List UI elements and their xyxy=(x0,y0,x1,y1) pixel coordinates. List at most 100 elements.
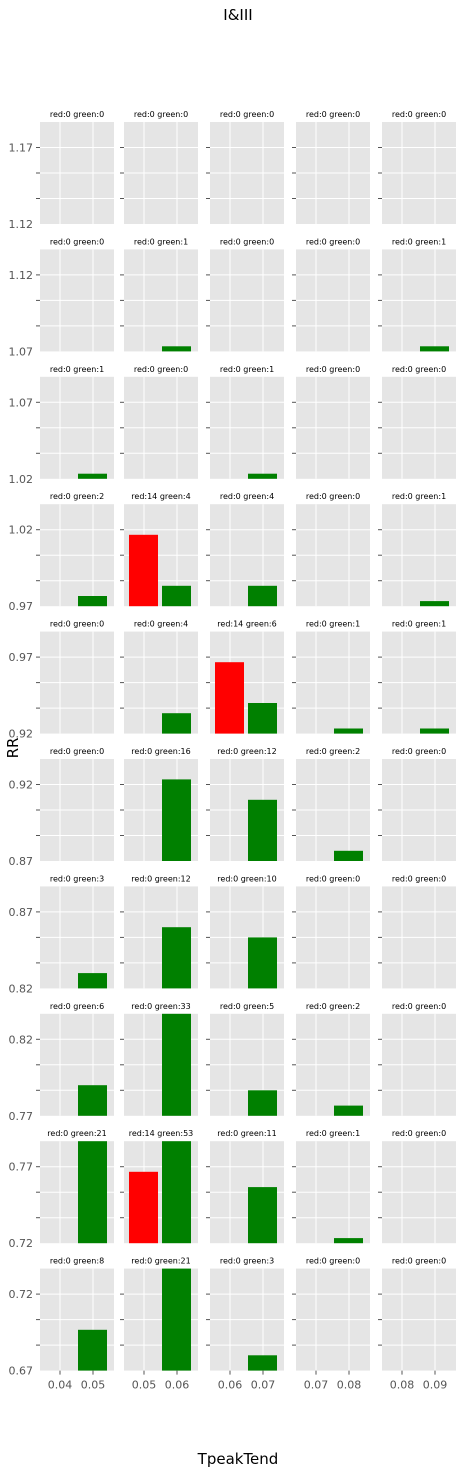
bar-green xyxy=(162,927,191,989)
panel: red:0 green:1 xyxy=(206,365,284,479)
x-tick-label: 0.06 xyxy=(218,1379,243,1392)
panel: red:0 green:12 xyxy=(120,874,198,989)
panel-title: red:0 green:0 xyxy=(50,237,104,246)
panel-title: red:0 green:0 xyxy=(306,237,360,246)
panel: red:0 green:0 xyxy=(292,492,370,607)
x-tick-label: 0.06 xyxy=(165,1379,190,1392)
panel-title: red:0 green:16 xyxy=(131,747,190,756)
panel: red:0 green:0 xyxy=(292,110,370,224)
y-tick-label: 1.07 xyxy=(9,345,34,358)
y-tick-label: 1.07 xyxy=(9,396,34,409)
bar-green xyxy=(162,1268,191,1371)
panel-title: red:14 green:4 xyxy=(131,492,190,501)
bar-green xyxy=(78,973,107,989)
bar-green xyxy=(248,799,277,861)
panel-title: red:0 green:0 xyxy=(306,492,360,501)
bar-green xyxy=(162,585,191,607)
x-tick-label: 0.07 xyxy=(251,1379,276,1392)
panel: red:0 green:21 xyxy=(120,1257,198,1371)
bar-green xyxy=(248,703,277,734)
panel-title: red:0 green:1 xyxy=(306,1129,360,1138)
y-tick-label: 0.97 xyxy=(9,600,34,613)
bar-green xyxy=(78,596,107,607)
y-tick-label: 1.02 xyxy=(9,524,34,537)
panel-title: red:0 green:2 xyxy=(306,1002,360,1011)
bar-green xyxy=(248,937,277,989)
panel-title: red:0 green:0 xyxy=(306,365,360,374)
panel-title: red:0 green:0 xyxy=(392,365,446,374)
bar-green xyxy=(248,585,277,607)
panel-title: red:0 green:0 xyxy=(306,110,360,119)
panel-title: red:0 green:3 xyxy=(220,1257,274,1266)
panel-title: red:0 green:4 xyxy=(134,620,188,629)
panel: red:0 green:33 xyxy=(120,1002,198,1116)
panel: red:0 green:1 xyxy=(378,237,456,352)
y-tick-label: 0.82 xyxy=(9,1033,34,1046)
panel: red:0 green:5 xyxy=(206,1002,284,1116)
panel-grid: red:0 green:0 red:0 green:0 red:0 green:0 r… xyxy=(9,110,456,1392)
y-tick-label: 1.02 xyxy=(9,473,34,486)
panel-title: red:0 green:0 xyxy=(392,1002,446,1011)
bar-green xyxy=(248,473,277,479)
panel: red:0 green:0 xyxy=(36,237,114,352)
panel: red:0 green:0 xyxy=(378,747,456,861)
panel: red:0 green:4 xyxy=(206,492,284,607)
panel: red:0 green:3 xyxy=(206,1257,284,1371)
panel: red:0 green:6 xyxy=(36,1002,114,1116)
panel-title: red:0 green:0 xyxy=(134,110,188,119)
panel: red:0 green:0 xyxy=(378,1002,456,1116)
panel: red:0 green:1 xyxy=(36,365,114,479)
panel-title: red:0 green:0 xyxy=(50,747,104,756)
panel-title: red:0 green:0 xyxy=(50,620,104,629)
panel: red:0 green:11 xyxy=(206,1129,284,1244)
panel-title: red:0 green:0 xyxy=(392,110,446,119)
y-tick-label: 1.17 xyxy=(9,142,34,155)
panel-title: red:0 green:5 xyxy=(220,1002,274,1011)
panel: red:0 green:8 xyxy=(36,1257,114,1371)
y-tick-label: 0.77 xyxy=(9,1110,34,1123)
y-tick-label: 0.67 xyxy=(9,1365,34,1378)
panel: red:0 green:1 xyxy=(378,492,456,607)
panel-title: red:0 green:0 xyxy=(392,747,446,756)
bar-green xyxy=(162,1013,191,1116)
panel: red:0 green:2 xyxy=(292,747,370,861)
panel-title: red:0 green:1 xyxy=(392,237,446,246)
panel-title: red:0 green:0 xyxy=(306,1257,360,1266)
panel: red:0 green:0 xyxy=(36,747,114,861)
bar-green xyxy=(248,1355,277,1371)
bar-green xyxy=(78,1329,107,1371)
panel: red:0 green:0 xyxy=(36,110,114,224)
panel-title: red:0 green:11 xyxy=(217,1129,276,1138)
bar-green xyxy=(162,1141,191,1244)
y-tick-label: 1.12 xyxy=(9,218,34,231)
panel: red:0 green:0 xyxy=(292,237,370,352)
y-tick-label: 0.87 xyxy=(9,855,34,868)
panel: red:0 green:0 xyxy=(36,620,114,734)
panel: red:14 green:6 xyxy=(206,620,284,734)
y-tick-label: 0.72 xyxy=(9,1237,34,1250)
panel: red:0 green:4 xyxy=(120,620,198,734)
y-axis-label: RR xyxy=(4,738,22,759)
panel-title: red:0 green:0 xyxy=(134,365,188,374)
panel-title: red:14 green:53 xyxy=(129,1129,194,1138)
panel: red:0 green:10 xyxy=(206,874,284,989)
panel: red:0 green:0 xyxy=(292,1257,370,1371)
panel: red:0 green:1 xyxy=(292,1129,370,1244)
bar-red xyxy=(215,662,244,734)
bar-green xyxy=(248,1187,277,1244)
x-tick-label: 0.05 xyxy=(81,1379,106,1392)
panel-title: red:0 green:21 xyxy=(47,1129,106,1138)
x-tick-label: 0.08 xyxy=(337,1379,362,1392)
panel-title: red:0 green:33 xyxy=(131,1002,190,1011)
panel-title: red:0 green:0 xyxy=(392,1257,446,1266)
y-tick-label: 0.97 xyxy=(9,651,34,664)
y-tick-label: 0.87 xyxy=(9,906,34,919)
x-tick-label: 0.09 xyxy=(423,1379,448,1392)
panel: red:0 green:1 xyxy=(120,237,198,352)
bar-red xyxy=(129,534,158,607)
figure-title: I&III xyxy=(223,6,252,24)
panel-title: red:0 green:0 xyxy=(50,110,104,119)
bar-green xyxy=(334,850,363,861)
bar-green xyxy=(420,601,449,607)
